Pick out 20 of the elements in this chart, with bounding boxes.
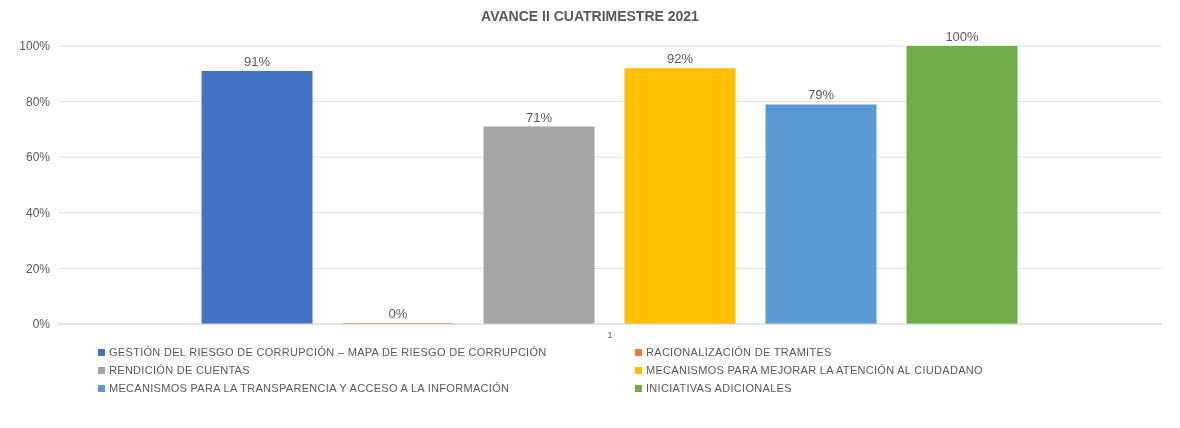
y-tick-label: 20% <box>25 261 51 276</box>
legend-label: RACIONALIZACIÓN DE TRAMITES <box>646 346 832 358</box>
y-tick-label: 100% <box>19 39 51 54</box>
y-tick-label: 40% <box>25 206 51 221</box>
data-label: 100% <box>945 29 980 44</box>
legend-label: MECANISMOS PARA MEJORAR LA ATENCIÓN AL CIUDADANO <box>646 364 983 376</box>
data-label: 0% <box>388 306 408 321</box>
legend-label: INICIATIVAS ADICIONALES <box>646 382 792 394</box>
y-tick-label: 0% <box>32 317 51 332</box>
chart-title: AVANCE II CUATRIMESTRE 2021 <box>480 8 700 26</box>
legend-label: GESTIÓN DEL RIESGO DE CORRUPCIÓN – MAPA DE RIESGO DE CORRUPCIÓN <box>109 346 547 358</box>
x-tick-label: 1 <box>607 330 613 341</box>
data-label: 91% <box>244 54 271 70</box>
y-tick-label: 60% <box>25 150 51 165</box>
data-label: 92% <box>667 51 694 67</box>
data-label: 71% <box>526 109 553 125</box>
y-tick-label: 80% <box>25 94 51 109</box>
legend-label: MECANISMOS PARA LA TRANSPARENCIA Y ACCESO A LA INFORMACIÓN <box>109 382 510 394</box>
legend-label: RENDICIÓN DE CUENTAS <box>109 364 250 376</box>
data-label: 79% <box>808 87 835 103</box>
